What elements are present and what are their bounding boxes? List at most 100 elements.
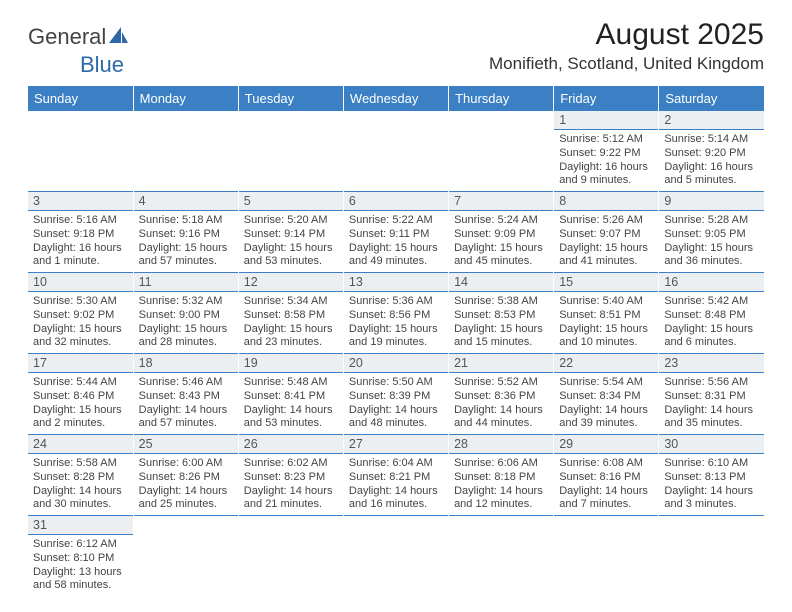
day-number-bar [239,516,343,534]
weekday-header-row: SundayMondayTuesdayWednesdayThursdayFrid… [28,86,764,111]
day-number-bar: 17 [28,354,133,373]
day-number-bar [449,516,553,534]
logo-sail-icon [108,24,130,50]
calendar-cell: 1Sunrise: 5:12 AMSunset: 9:22 PMDaylight… [554,111,659,192]
sunset-line: Sunset: 9:11 PM [349,228,443,242]
day-body: Sunrise: 5:24 AMSunset: 9:09 PMDaylight:… [449,211,553,272]
calendar-cell [659,516,764,597]
day-body: Sunrise: 6:02 AMSunset: 8:23 PMDaylight:… [239,454,343,515]
sunrise-line: Sunrise: 5:16 AM [33,214,128,228]
calendar-week-row: 17 Sunrise: 5:44 AMSunset: 8:46 PM Dayligh… [28,354,764,435]
calendar-cell: 20Sunrise: 5:50 AMSunset: 8:39 PMDayligh… [343,354,448,435]
logo-text-2: Blue [30,52,124,77]
day-body: Sunrise: 6:08 AMSunset: 8:16 PMDaylight:… [554,454,658,515]
calendar-cell: 9Sunrise: 5:28 AMSunset: 9:05 PMDaylight… [659,192,764,273]
day-body: Sunrise: 5:32 AMSunset: 9:00 PMDaylight:… [134,292,238,353]
sunset-line: Sunset: 8:28 PM [33,471,128,485]
day-body: Sunrise: 5:12 AMSunset: 9:22 PMDaylight:… [554,130,658,191]
daylight-line: Daylight: 14 hours and 35 minutes. [664,404,759,432]
sunset-line: Sunset: 8:10 PM [33,552,128,566]
calendar-cell: 18Sunrise: 5:46 AMSunset: 8:43 PMDayligh… [133,354,238,435]
day-body: Sunrise: 5:58 AMSunset: 8:28 PMDaylight:… [28,454,133,515]
sunset-line: Sunset: 9:02 PM [33,309,128,323]
day-body: Sunrise: 5:46 AMSunset: 8:43 PMDaylight:… [134,373,238,434]
day-body: Sunrise: 5:40 AMSunset: 8:51 PMDaylight:… [554,292,658,353]
calendar-cell: 8Sunrise: 5:26 AMSunset: 9:07 PMDaylight… [554,192,659,273]
sunrise-line: Sunrise: 6:12 AM [33,538,128,552]
day-number-bar: 10 [28,273,133,292]
day-number-bar: 11 [134,273,238,292]
sunrise-line: Sunrise: 5:28 AM [664,214,759,228]
sunrise-line: Sunrise: 5:46 AM [139,376,233,390]
calendar-cell [449,516,554,597]
day-body: Sunrise: 6:12 AMSunset: 8:10 PMDaylight:… [28,535,133,596]
day-number-bar: 1 [554,111,658,130]
day-number-bar: 25 [134,435,238,454]
sunset-line: Sunset: 8:16 PM [559,471,653,485]
location-text: Monifieth, Scotland, United Kingdom [489,54,764,74]
daylight-line: Daylight: 15 hours and 23 minutes. [244,323,338,351]
day-number-bar [239,111,343,129]
calendar-cell [343,111,448,192]
calendar-cell: 7Sunrise: 5:24 AMSunset: 9:09 PMDaylight… [449,192,554,273]
weekday-header: Sunday [28,86,133,111]
logo-text-1: General [28,24,106,50]
sunset-line: Sunset: 9:18 PM [33,228,128,242]
day-number-bar: 6 [344,192,448,211]
day-body: Sunrise: 5:28 AMSunset: 9:05 PMDaylight:… [659,211,764,272]
sunrise-line: Sunrise: 5:24 AM [454,214,548,228]
daylight-line: Daylight: 14 hours and 7 minutes. [559,485,653,513]
calendar-page: General August 2025 Monifieth, Scotland,… [0,0,792,596]
daylight-line: Daylight: 14 hours and 57 minutes. [139,404,233,432]
day-number-bar: 15 [554,273,658,292]
daylight-line: Daylight: 15 hours and 19 minutes. [349,323,443,351]
sunset-line: Sunset: 8:46 PM [33,390,128,404]
day-body: Sunrise: 6:04 AMSunset: 8:21 PMDaylight:… [344,454,448,515]
daylight-line: Daylight: 14 hours and 48 minutes. [349,404,443,432]
calendar-cell: 11Sunrise: 5:32 AMSunset: 9:00 PMDayligh… [133,273,238,354]
calendar-week-row: 1Sunrise: 5:12 AMSunset: 9:22 PMDaylight… [28,111,764,192]
daylight-line: Daylight: 14 hours and 3 minutes. [664,485,759,513]
sunset-line: Sunset: 8:13 PM [664,471,759,485]
daylight-line: Daylight: 15 hours and 32 minutes. [33,323,128,351]
sunrise-line: Sunrise: 5:22 AM [349,214,443,228]
sunset-line: Sunset: 8:41 PM [244,390,338,404]
calendar-table: SundayMondayTuesdayWednesdayThursdayFrid… [28,86,764,596]
sunset-line: Sunset: 9:22 PM [559,147,653,161]
calendar-cell: 26Sunrise: 6:02 AMSunset: 8:23 PMDayligh… [238,435,343,516]
day-body: Sunrise: 5:38 AMSunset: 8:53 PMDaylight:… [449,292,553,353]
sunrise-line: Sunrise: 5:14 AM [664,133,759,147]
day-number-bar: 18 [134,354,238,373]
calendar-cell: 15Sunrise: 5:40 AMSunset: 8:51 PMDayligh… [554,273,659,354]
sunset-line: Sunset: 8:56 PM [349,309,443,323]
sunrise-line: Sunrise: 5:32 AM [139,295,233,309]
sunset-line: Sunset: 9:00 PM [139,309,233,323]
day-number-bar: 12 [239,273,343,292]
sunrise-line: Sunrise: 5:54 AM [559,376,653,390]
weekday-header: Saturday [659,86,764,111]
sunrise-line: Sunrise: 6:10 AM [664,457,759,471]
sunrise-line: Sunrise: 5:44 AM [33,376,128,390]
sunset-line: Sunset: 8:39 PM [349,390,443,404]
day-number-bar: 31 [28,516,133,535]
calendar-cell: 25Sunrise: 6:00 AMSunset: 8:26 PMDayligh… [133,435,238,516]
sunset-line: Sunset: 8:58 PM [244,309,338,323]
daylight-line: Daylight: 14 hours and 21 minutes. [244,485,338,513]
month-title: August 2025 [489,18,764,52]
calendar-cell: 10Sunrise: 5:30 AMSunset: 9:02 PMDayligh… [28,273,133,354]
sunset-line: Sunset: 9:14 PM [244,228,338,242]
day-number-bar: 28 [449,435,553,454]
sunrise-line: Sunrise: 5:36 AM [349,295,443,309]
calendar-cell: 14Sunrise: 5:38 AMSunset: 8:53 PMDayligh… [449,273,554,354]
sunset-line: Sunset: 8:21 PM [349,471,443,485]
daylight-line: Daylight: 15 hours and 53 minutes. [244,242,338,270]
weekday-header: Monday [133,86,238,111]
sunrise-line: Sunrise: 5:52 AM [454,376,548,390]
day-number-bar: 8 [554,192,658,211]
calendar-cell: 31Sunrise: 6:12 AMSunset: 8:10 PMDayligh… [28,516,133,597]
daylight-line: Daylight: 14 hours and 53 minutes. [244,404,338,432]
sunrise-line: Sunrise: 5:50 AM [349,376,443,390]
calendar-week-row: 24Sunrise: 5:58 AMSunset: 8:28 PMDayligh… [28,435,764,516]
logo: General [28,18,130,50]
day-number-bar: 23 [659,354,764,373]
